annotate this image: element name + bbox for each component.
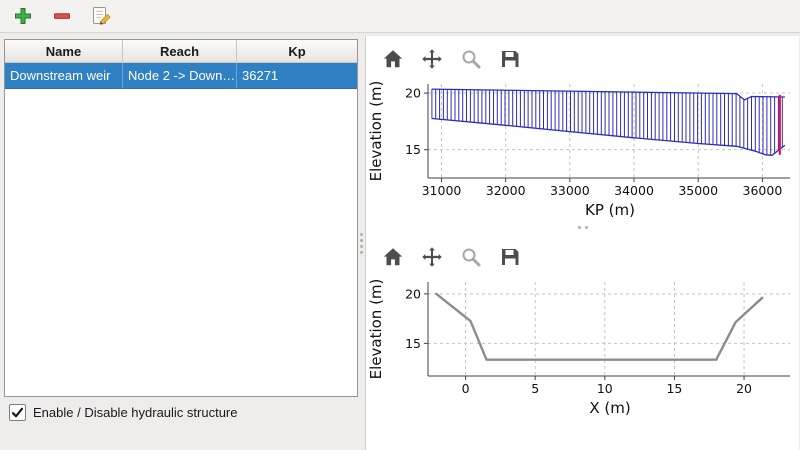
save-icon: [502, 249, 519, 265]
y-axis-label: Elevation (m): [367, 279, 385, 380]
save-button-2[interactable]: [496, 244, 524, 270]
x-axis-label: X (m): [589, 399, 630, 417]
horizontal-splitter[interactable]: [366, 220, 799, 234]
cell-reach: Node 2 -> Down…: [123, 63, 237, 88]
check-icon: [11, 407, 24, 418]
x-tick-label: 0: [462, 381, 470, 396]
top-profile-line: [431, 88, 785, 101]
x-tick-label: 5: [531, 381, 539, 396]
cross-section-chart[interactable]: X (m) Elevation (m) 0 5 10 15 20 15 20: [366, 276, 796, 418]
pan-button-2[interactable]: [418, 244, 446, 270]
charts-pane: KP (m) Elevation (m) 31000 32000 33000 3400…: [365, 36, 799, 450]
bottom-profile-line: [431, 117, 786, 156]
x-tick-label: 10: [597, 381, 613, 396]
structures-table: Name Reach Kp Downstream weir Node 2 -> …: [4, 39, 358, 397]
y-axis-label: Elevation (m): [367, 81, 385, 182]
home-button-2[interactable]: [379, 244, 407, 270]
zoom-icon: [462, 248, 481, 267]
plus-icon: [15, 8, 31, 24]
cell-kp: 36271: [242, 68, 279, 83]
zoom-button-2[interactable]: [457, 244, 485, 270]
vertical-splitter[interactable]: [358, 36, 365, 450]
pan-icon: [422, 247, 442, 267]
y-tick-label: 20: [405, 286, 421, 301]
enable-structure-row: Enable / Disable hydraulic structure: [9, 404, 238, 421]
main-toolbar: [0, 0, 800, 33]
x-tick-label: 31000: [422, 183, 462, 198]
edit-icon: [93, 7, 111, 25]
x-tick-label: 33000: [550, 183, 590, 198]
longitudinal-profile-chart[interactable]: KP (m) Elevation (m) 31000 32000 33000 3400…: [366, 78, 796, 220]
x-axis-label: KP (m): [585, 201, 635, 219]
y-tick-label: 15: [405, 142, 421, 157]
x-tick-label: 34000: [614, 183, 654, 198]
home-icon: [383, 248, 403, 266]
longitudinal-profile-block: KP (m) Elevation (m) 31000 32000 33000 3400…: [366, 36, 799, 220]
add-structure-button[interactable]: [10, 3, 36, 29]
edit-structure-button[interactable]: [88, 3, 114, 29]
table-header-row: Name Reach Kp: [5, 40, 357, 63]
pan-button[interactable]: [418, 46, 446, 72]
plot-toolbar-1: [366, 36, 799, 78]
enable-structure-label: Enable / Disable hydraulic structure: [33, 405, 238, 420]
save-icon: [502, 51, 519, 67]
x-tick-label: 20: [736, 381, 752, 396]
table-row[interactable]: Downstream weir Node 2 -> Down… 36271: [5, 63, 357, 89]
column-header-name[interactable]: Name: [5, 40, 123, 62]
y-tick-label: 20: [405, 86, 421, 101]
plot-toolbar-2: [366, 234, 799, 276]
minus-icon: [54, 13, 70, 19]
cross-section-line: [435, 292, 764, 361]
y-tick-label: 15: [405, 336, 421, 351]
home-button[interactable]: [379, 46, 407, 72]
pan-icon: [422, 49, 442, 69]
save-button[interactable]: [496, 46, 524, 72]
cell-name: Downstream weir: [5, 63, 123, 88]
x-tick-label: 36000: [743, 183, 783, 198]
remove-structure-button[interactable]: [49, 3, 75, 29]
zoom-button[interactable]: [457, 46, 485, 72]
column-header-reach[interactable]: Reach: [123, 40, 237, 62]
cross-section-block: X (m) Elevation (m) 0 5 10 15 20 15 20: [366, 234, 799, 418]
x-tick-label: 32000: [486, 183, 526, 198]
x-tick-label: 35000: [678, 183, 718, 198]
column-header-kp[interactable]: Kp: [288, 43, 306, 59]
zoom-icon: [462, 50, 481, 69]
enable-structure-checkbox[interactable]: [9, 404, 26, 421]
home-icon: [383, 50, 403, 68]
x-tick-label: 15: [666, 381, 682, 396]
